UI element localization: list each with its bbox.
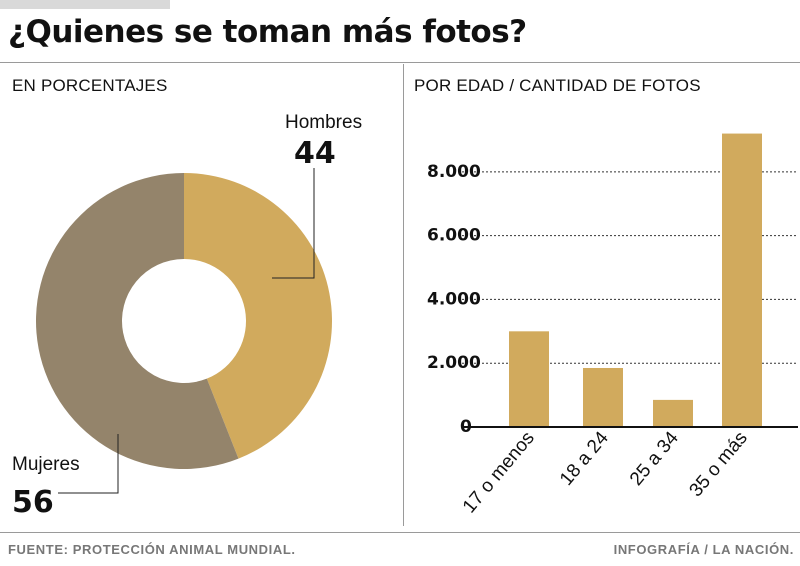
bar-2: [583, 367, 623, 427]
bar-chart-title: POR EDAD / CANTIDAD DE FOTOS: [414, 76, 701, 95]
x-tick-label: 25 a 34: [626, 427, 683, 489]
x-tick-label: 17 o menos: [459, 428, 539, 518]
hombres-value: 44: [294, 136, 336, 171]
mujeres-label: Mujeres: [12, 454, 80, 475]
page-title: ¿Quienes se toman más fotos?: [8, 14, 527, 50]
donut-slice-mujeres: [36, 173, 239, 469]
y-tick-label: 4.000: [427, 289, 481, 309]
x-tick-label: 35 o más: [686, 428, 752, 501]
donut-chart-title: EN PORCENTAJES: [12, 76, 168, 95]
mujeres-leader-line: [58, 434, 119, 494]
y-tick-label: 8.000: [427, 162, 481, 182]
y-tick-label: 6.000: [427, 226, 481, 246]
bar-1: [509, 331, 549, 427]
hombres-leader-line: [272, 168, 315, 279]
hombres-label: Hombres: [285, 112, 362, 133]
footer-rule: [0, 532, 800, 533]
footer-source: FUENTE: PROTECCIÓN ANIMAL MUNDIAL.: [8, 542, 296, 557]
x-tick-label: 18 a 24: [556, 427, 613, 489]
bar-3: [653, 399, 693, 427]
footer-credit: INFOGRAFÍA / LA NACIÓN.: [613, 542, 794, 557]
bar-4: [722, 133, 762, 427]
bar-chart-x-ticks: 17 o menos 18 a 24 25 a 34 35 o más: [459, 427, 752, 517]
mujeres-value: 56: [12, 485, 54, 520]
top-accent-bar: [0, 0, 170, 9]
bar-chart-bars: [509, 133, 762, 427]
panel-divider: [403, 64, 404, 526]
donut-chart: Hombres 44 Mujeres 56: [12, 112, 362, 520]
title-rule: [0, 62, 800, 63]
y-tick-label: 2.000: [427, 353, 481, 373]
donut-slice-hombres: [184, 172, 333, 459]
